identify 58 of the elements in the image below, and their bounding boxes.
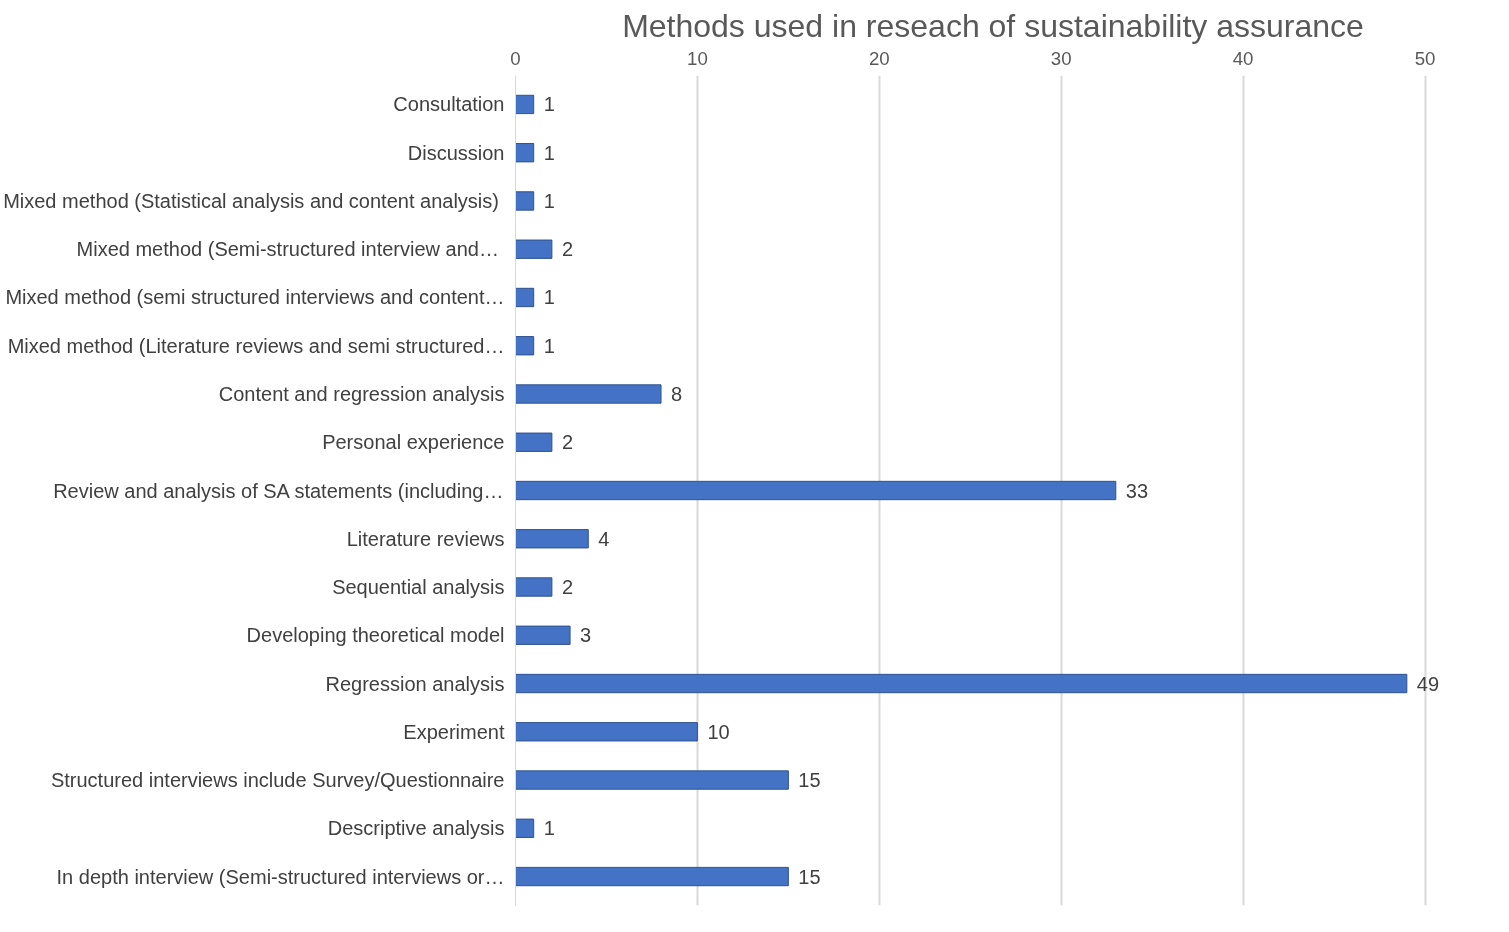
y-tick-label: Regression analysis bbox=[325, 672, 505, 695]
x-tick-label: 20 bbox=[868, 47, 890, 69]
data-label: 2 bbox=[561, 238, 574, 261]
data-label: 49 bbox=[1416, 672, 1440, 695]
x-tick-label: 50 bbox=[1414, 47, 1436, 69]
bar bbox=[515, 384, 662, 404]
data-label: 15 bbox=[798, 865, 821, 888]
data-label: 10 bbox=[707, 720, 730, 743]
y-tick-label: Content and regression analysis bbox=[218, 382, 505, 405]
y-tick-label: In depth interview (Semi-structured interviews or… bbox=[56, 865, 505, 888]
bar bbox=[515, 866, 789, 887]
bar bbox=[515, 577, 553, 597]
y-tick-label: Consultation bbox=[393, 93, 505, 116]
y-tick-label: Descriptive analysis bbox=[327, 817, 505, 840]
bar bbox=[515, 191, 535, 211]
data-label: 4 bbox=[598, 527, 610, 550]
data-label: 1 bbox=[543, 817, 555, 840]
x-tick-label: 10 bbox=[687, 47, 708, 69]
y-tick-label: Mixed method (semi structured interviews and content… bbox=[5, 286, 505, 309]
data-label: 8 bbox=[671, 382, 683, 405]
y-tick-label: Developing theoretical model bbox=[246, 624, 505, 647]
bar bbox=[515, 529, 589, 549]
y-tick-label: Mixed method (Semi-structured interview and… bbox=[76, 238, 499, 261]
bar bbox=[515, 336, 535, 356]
y-tick-label: Discussion bbox=[407, 141, 505, 164]
y-tick-label: Structured interviews include Survey/Questionnaire bbox=[50, 769, 505, 792]
bar bbox=[515, 143, 535, 163]
bar bbox=[515, 94, 535, 115]
data-label: 3 bbox=[580, 624, 592, 647]
x-tick-label: 40 bbox=[1232, 47, 1254, 69]
bar bbox=[515, 722, 698, 742]
data-label: 33 bbox=[1125, 479, 1149, 502]
y-tick-label: Sequential analysis bbox=[332, 576, 505, 599]
data-label: 1 bbox=[543, 141, 555, 164]
x-tick-label: 30 bbox=[1050, 47, 1072, 69]
y-tick-label: Experiment bbox=[403, 720, 505, 743]
y-tick-label: Mixed method (Literature reviews and semi structured… bbox=[7, 334, 505, 357]
data-label: 1 bbox=[543, 334, 555, 357]
bar bbox=[515, 673, 1408, 694]
bar bbox=[515, 239, 553, 259]
data-label: 2 bbox=[561, 576, 574, 599]
data-label: 2 bbox=[561, 431, 574, 454]
y-tick-label: Review and analysis of SA statements (including… bbox=[53, 479, 504, 502]
bar bbox=[515, 770, 789, 790]
bar bbox=[515, 287, 535, 308]
data-label: 1 bbox=[543, 93, 555, 116]
data-label: 1 bbox=[543, 286, 555, 309]
x-tick-label: 0 bbox=[510, 47, 521, 69]
bar bbox=[515, 432, 553, 452]
data-label: 1 bbox=[543, 189, 555, 212]
bar bbox=[515, 480, 1117, 501]
bar bbox=[515, 625, 571, 645]
y-tick-label: Literature reviews bbox=[346, 527, 505, 550]
y-tick-label: Personal experience bbox=[322, 431, 505, 454]
y-tick-label: Mixed method (Statistical analysis and content analysis) bbox=[3, 189, 499, 212]
chart-title: Methods used in reseach of sustainability assurance bbox=[622, 7, 1364, 44]
bar bbox=[515, 818, 535, 838]
data-label: 15 bbox=[798, 769, 821, 792]
